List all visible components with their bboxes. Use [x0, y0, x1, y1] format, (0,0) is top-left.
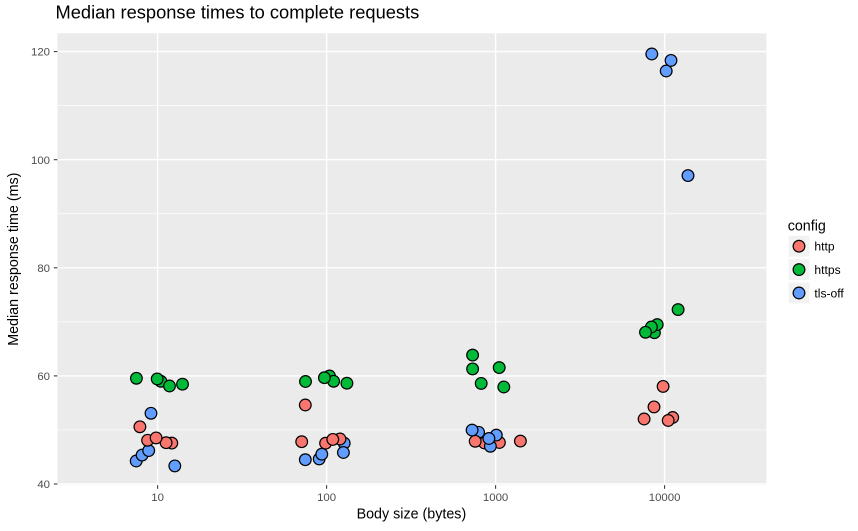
svg-text:10: 10	[151, 492, 164, 504]
svg-text:Median response times to compl: Median response times to complete reques…	[56, 2, 420, 23]
svg-text:40: 40	[37, 479, 50, 491]
svg-text:10000: 10000	[649, 492, 681, 504]
svg-text:1000: 1000	[483, 492, 508, 504]
svg-text:https: https	[814, 263, 840, 277]
svg-text:Median response time (ms): Median response time (ms)	[6, 173, 22, 346]
svg-text:tls-off: tls-off	[814, 286, 844, 300]
svg-text:Body size (bytes): Body size (bytes)	[357, 507, 467, 523]
svg-text:100: 100	[31, 155, 50, 167]
svg-text:http: http	[814, 240, 834, 254]
svg-text:config: config	[788, 219, 826, 235]
svg-text:120: 120	[31, 47, 50, 59]
svg-text:100: 100	[317, 492, 336, 504]
svg-text:80: 80	[37, 263, 50, 275]
svg-text:60: 60	[37, 371, 50, 383]
